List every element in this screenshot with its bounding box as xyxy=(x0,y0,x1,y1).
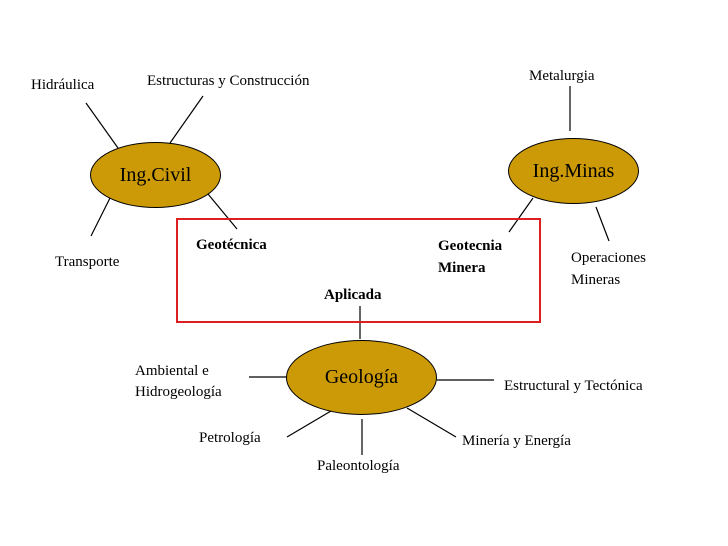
line-civil-estructuras xyxy=(169,95,204,144)
label-transporte: Transporte xyxy=(55,254,120,270)
label-ambiental-line2: Hidrogeología xyxy=(135,384,222,400)
line-minas-operaciones xyxy=(595,206,610,242)
label-hidraulica: Hidráulica xyxy=(31,77,95,93)
label-ambiental-line1: Ambiental e xyxy=(135,363,209,379)
label-geotecnia-line2: Minera xyxy=(438,260,486,276)
label-estructuras: Estructuras y Construcción xyxy=(147,73,310,89)
ing-civil-node: Ing.Civil xyxy=(90,142,221,208)
label-estructural: Estructural y Tectónica xyxy=(504,378,643,394)
label-aplicada: Aplicada xyxy=(324,287,382,303)
label-geotecnica: Geotécnica xyxy=(196,237,267,253)
line-civil-geotecnica xyxy=(207,193,238,230)
ing-civil-label: Ing.Civil xyxy=(119,163,192,186)
ing-minas-label: Ing.Minas xyxy=(532,159,615,182)
label-mineria: Minería y Energía xyxy=(462,433,571,449)
line-civil-transporte xyxy=(90,197,111,237)
label-metalurgia: Metalurgia xyxy=(529,68,595,84)
geologia-node: Geología xyxy=(286,340,437,415)
line-geologia-mineria xyxy=(406,407,457,438)
line-geologia-petrologia xyxy=(286,410,332,438)
label-geotecnia-line1: Geotecnia xyxy=(438,238,503,254)
label-petrologia: Petrología xyxy=(199,430,261,446)
label-paleontologia: Paleontología xyxy=(317,458,400,474)
line-minas-geotecnia xyxy=(508,197,534,233)
label-operaciones-line2: Mineras xyxy=(571,272,621,288)
ing-minas-node: Ing.Minas xyxy=(508,138,639,204)
geologia-label: Geología xyxy=(324,366,399,388)
line-civil-hidraulica xyxy=(85,102,119,149)
label-operaciones-line1: Operaciones xyxy=(571,250,646,266)
overlap-box xyxy=(176,218,541,323)
